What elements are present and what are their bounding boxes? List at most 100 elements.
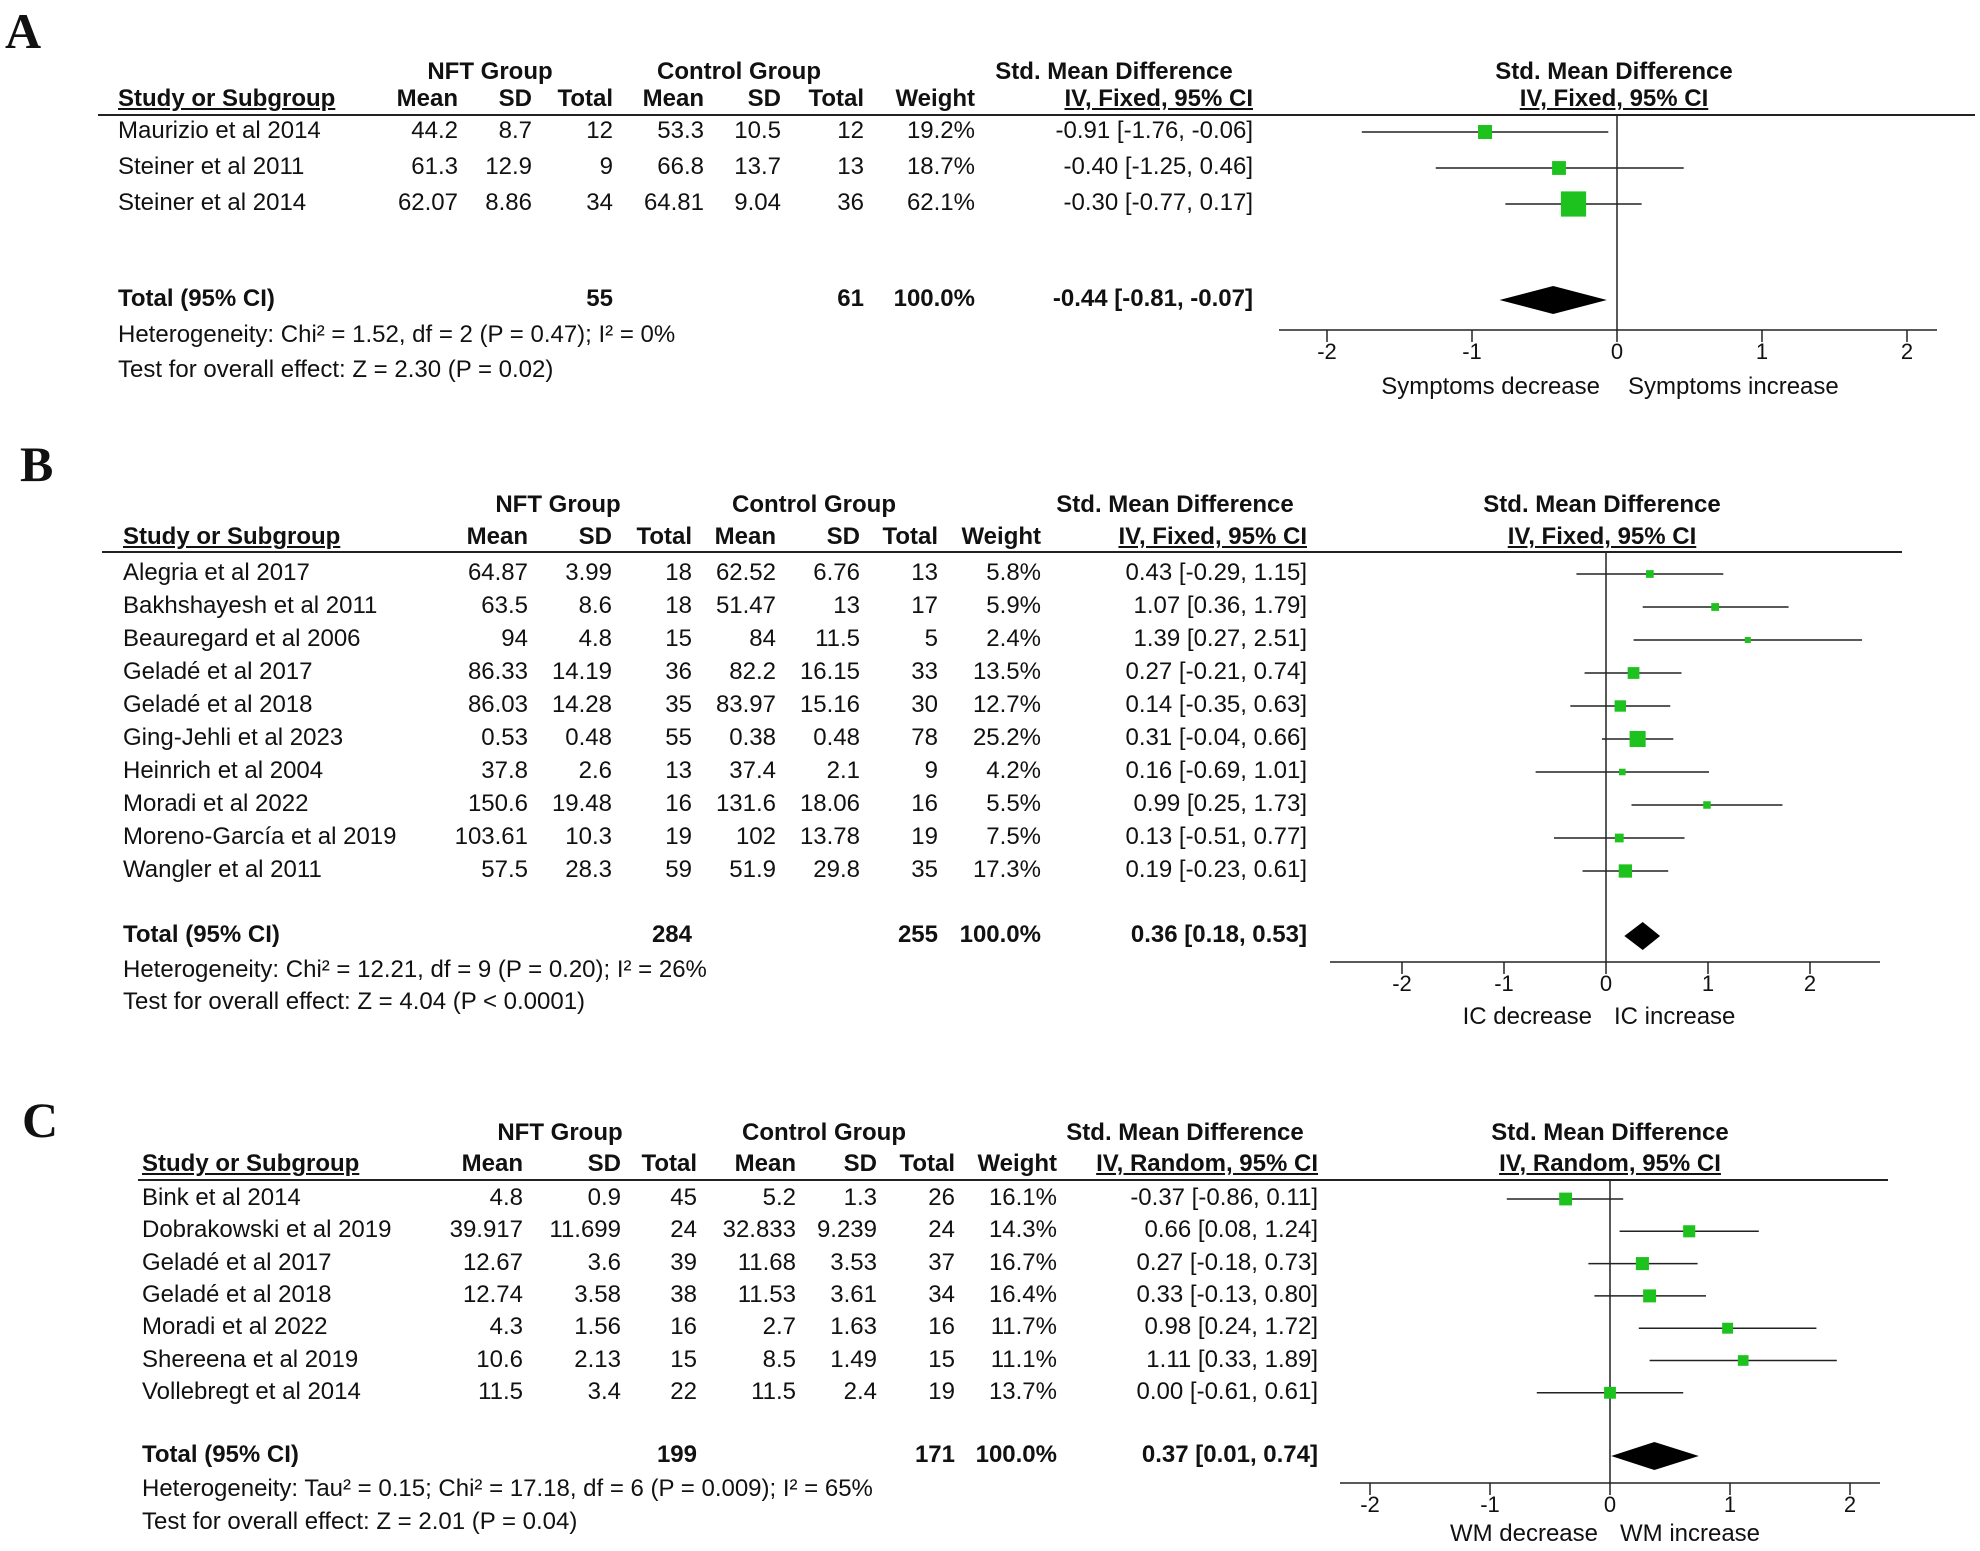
- nft-total: 18: [665, 592, 692, 619]
- control-total: 19: [911, 823, 938, 850]
- control-sd: 29.8: [813, 856, 860, 883]
- nft-mean: 12.67: [462, 1248, 523, 1276]
- effect-marker: [1627, 667, 1640, 679]
- nft-total: 19: [665, 823, 692, 850]
- control-grand-total: 61: [837, 285, 864, 312]
- effect-marker: [1643, 1289, 1657, 1303]
- study-name: Vollebregt et al 2014: [142, 1377, 361, 1405]
- study-column-header: Study or Subgroup: [123, 523, 341, 550]
- study-weight: 14.3%: [988, 1216, 1057, 1244]
- effect-marker: [1646, 570, 1654, 578]
- control-sd-header: SD: [826, 523, 860, 550]
- control-sd: 10.5: [734, 117, 781, 144]
- control-grand-total: 171: [914, 1441, 955, 1468]
- plot-method-header: IV, Random, 95% CI: [1499, 1150, 1721, 1177]
- study-name: Ging-Jehli et al 2023: [123, 724, 344, 751]
- nft-sd: 3.58: [574, 1280, 621, 1308]
- overall-effect-text: Test for overall effect: Z = 2.01 (P = 0…: [142, 1508, 578, 1535]
- control-mean: 102: [735, 823, 776, 850]
- favours-left-label: IC decrease: [1462, 1003, 1592, 1030]
- header-rule: [138, 1179, 1888, 1181]
- control-sd: 3.61: [830, 1280, 877, 1308]
- nft-mean: 150.6: [467, 790, 528, 817]
- nft-sd-header: SD: [587, 1150, 621, 1177]
- nft-sd: 28.3: [565, 856, 612, 883]
- total-weight: 100.0%: [893, 285, 975, 312]
- nft-mean: 57.5: [481, 856, 528, 883]
- smd-plot-header: Std. Mean Difference: [1495, 58, 1733, 85]
- study-ci: 0.14 [-0.35, 0.63]: [1125, 691, 1307, 718]
- effect-marker: [1618, 864, 1633, 878]
- x-tick-label: 2: [1900, 339, 1914, 364]
- effect-marker: [1619, 768, 1626, 776]
- pooled-effect-diamond: [1499, 286, 1607, 314]
- study-name: Geladé et al 2018: [123, 691, 313, 718]
- heterogeneity-text: Heterogeneity: Tau² = 0.15; Chi² = 17.18…: [142, 1475, 873, 1502]
- control-sd: 13.78: [799, 823, 860, 850]
- nft-total-header: Total: [641, 1150, 697, 1177]
- control-total: 19: [928, 1377, 955, 1405]
- nft-mean-header: Mean: [461, 1150, 523, 1177]
- nft-total: 36: [665, 658, 692, 685]
- study-name: Bink et al 2014: [142, 1184, 301, 1211]
- nft-total: 9: [599, 153, 613, 180]
- control-mean: 11.5: [751, 1377, 796, 1405]
- control-sd: 3.53: [830, 1248, 877, 1276]
- total-label: Total (95% CI): [142, 1441, 299, 1468]
- study-weight: 25.2%: [972, 724, 1041, 751]
- nft-sd: 2.6: [578, 757, 612, 784]
- study-name: Steiner et al 2011: [118, 153, 305, 180]
- nft-sd: 11.699: [549, 1216, 621, 1244]
- control-total: 13: [837, 153, 864, 180]
- control-mean: 66.8: [657, 153, 704, 180]
- control-sd: 1.49: [830, 1345, 877, 1373]
- control-mean: 51.9: [729, 856, 776, 883]
- nft-total: 16: [670, 1313, 697, 1341]
- nft-sd: 8.6: [578, 592, 612, 619]
- nft-sd: 3.99: [565, 559, 612, 586]
- control-sd-header: SD: [843, 1150, 877, 1177]
- control-sd: 1.63: [830, 1313, 877, 1341]
- nft-group-header: NFT Group: [427, 58, 553, 85]
- overall-effect-text: Test for overall effect: Z = 2.30 (P = 0…: [118, 356, 554, 383]
- study-ci: 0.66 [0.08, 1.24]: [1144, 1216, 1318, 1244]
- control-sd: 9.239: [816, 1216, 877, 1244]
- control-sd: 1.3: [843, 1184, 877, 1211]
- effect-marker: [1711, 603, 1720, 611]
- effect-marker: [1635, 1257, 1649, 1271]
- nft-sd: 0.9: [587, 1184, 621, 1211]
- effect-marker: [1744, 637, 1751, 643]
- x-tick-label: -1: [1480, 1492, 1500, 1517]
- ci-method-header: IV, Fixed, 95% CI: [1064, 85, 1253, 112]
- control-sd: 2.1: [826, 757, 860, 784]
- x-tick-label: 2: [1803, 971, 1817, 996]
- x-tick-label: -1: [1462, 339, 1482, 364]
- x-tick-label: 1: [1701, 971, 1715, 996]
- control-sd-header: SD: [747, 85, 781, 112]
- study-name: Geladé et al 2017: [142, 1248, 332, 1276]
- ci-method-header: IV, Fixed, 95% CI: [1118, 523, 1307, 550]
- control-total: 16: [911, 790, 938, 817]
- control-sd: 18.06: [799, 790, 860, 817]
- study-ci: 1.07 [0.36, 1.79]: [1133, 592, 1307, 619]
- control-grand-total: 255: [897, 921, 938, 948]
- study-ci: -0.30 [-0.77, 0.17]: [1063, 189, 1253, 216]
- control-mean-header: Mean: [642, 85, 704, 112]
- control-mean: 8.5: [762, 1345, 796, 1373]
- header-rule: [98, 114, 1975, 116]
- control-total: 24: [928, 1216, 955, 1244]
- effect-marker: [1559, 1192, 1573, 1206]
- nft-sd: 3.6: [587, 1248, 621, 1276]
- effect-marker: [1604, 1386, 1616, 1399]
- nft-group-header: NFT Group: [495, 491, 621, 518]
- study-ci: 0.27 [-0.21, 0.74]: [1125, 658, 1307, 685]
- study-weight: 11.7%: [990, 1313, 1057, 1341]
- control-mean: 11.53: [737, 1280, 796, 1308]
- study-weight: 5.9%: [986, 592, 1041, 619]
- nft-sd: 14.28: [551, 691, 612, 718]
- study-ci: -0.40 [-1.25, 0.46]: [1063, 153, 1253, 180]
- nft-sd: 14.19: [551, 658, 612, 685]
- control-total-header: Total: [808, 85, 864, 112]
- study-weight: 11.1%: [990, 1345, 1057, 1373]
- study-ci: 1.11 [0.33, 1.89]: [1146, 1345, 1318, 1373]
